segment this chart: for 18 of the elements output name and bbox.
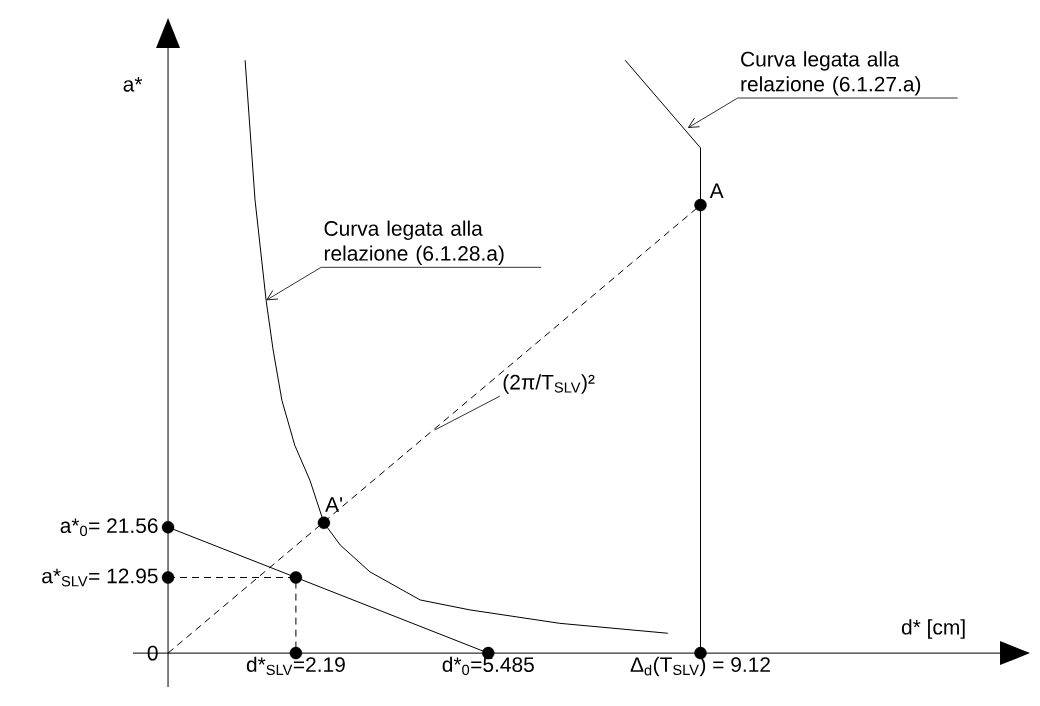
- y-tick-label: a*$_{0}$= 21.56: [60, 518, 158, 537]
- y-axis-title: a*: [123, 77, 143, 92]
- y-tick-label: a*$_{SLV}$= 12.95: [42, 568, 158, 587]
- point: [694, 646, 707, 660]
- point: [161, 520, 175, 534]
- annotation: A: [709, 183, 724, 198]
- annotation: A': [325, 497, 343, 512]
- x-tick-label: d*$_{0}$=5.485: [442, 656, 534, 676]
- x-axis-title: d* [cm]: [901, 619, 965, 639]
- line-series: [244, 59, 669, 634]
- point: [317, 516, 331, 530]
- point: [694, 198, 707, 212]
- x-tick-label: d*$_{SLV}$=2.19: [246, 656, 345, 676]
- annotation: (2π/T$_{SLV}$)²: [503, 374, 595, 394]
- point: [289, 571, 303, 584]
- point: [161, 571, 175, 584]
- annotation: Curva legata alla relazione (6.1.27.a): [741, 51, 921, 96]
- annotation: Curva legata alla relazione (6.1.28.a): [324, 220, 504, 265]
